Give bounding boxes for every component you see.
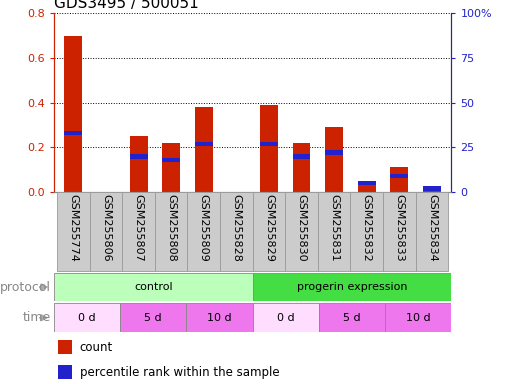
Bar bbox=[195, 107, 213, 192]
Bar bbox=[358, 183, 376, 192]
Text: count: count bbox=[80, 341, 113, 354]
Bar bbox=[325, 151, 343, 155]
Text: GSM255831: GSM255831 bbox=[329, 194, 339, 262]
Text: GSM255808: GSM255808 bbox=[166, 194, 176, 262]
Text: GSM255832: GSM255832 bbox=[362, 194, 372, 262]
Bar bbox=[358, 181, 376, 185]
Bar bbox=[416, 192, 448, 271]
Bar bbox=[319, 303, 385, 332]
Bar bbox=[162, 143, 180, 192]
Bar bbox=[65, 131, 83, 135]
Text: GDS3495 / 500051: GDS3495 / 500051 bbox=[54, 0, 199, 11]
Text: GSM255774: GSM255774 bbox=[68, 194, 78, 262]
Bar bbox=[187, 192, 220, 271]
Bar bbox=[90, 192, 122, 271]
Bar bbox=[65, 36, 83, 192]
Text: percentile rank within the sample: percentile rank within the sample bbox=[80, 366, 280, 379]
Bar bbox=[260, 142, 278, 146]
Text: 5 d: 5 d bbox=[343, 313, 361, 323]
Bar bbox=[350, 192, 383, 271]
Text: protocol: protocol bbox=[1, 281, 51, 293]
Text: GSM255830: GSM255830 bbox=[297, 194, 307, 262]
Bar bbox=[383, 192, 416, 271]
Text: 5 d: 5 d bbox=[145, 313, 162, 323]
Bar bbox=[292, 143, 310, 192]
Text: GSM255829: GSM255829 bbox=[264, 194, 274, 262]
Bar bbox=[186, 303, 252, 332]
Text: 10 d: 10 d bbox=[406, 313, 430, 323]
Bar bbox=[220, 192, 252, 271]
Bar bbox=[162, 157, 180, 162]
Bar bbox=[423, 187, 441, 192]
Bar bbox=[390, 167, 408, 192]
Bar bbox=[58, 340, 72, 354]
Text: GSM255828: GSM255828 bbox=[231, 194, 241, 262]
Bar bbox=[130, 136, 148, 192]
Bar bbox=[385, 303, 451, 332]
Text: progerin expression: progerin expression bbox=[297, 282, 407, 292]
Bar bbox=[195, 142, 213, 146]
Text: GSM255809: GSM255809 bbox=[199, 194, 209, 262]
Bar bbox=[54, 273, 252, 301]
Bar bbox=[58, 365, 72, 379]
Bar bbox=[57, 192, 90, 271]
Bar bbox=[252, 303, 319, 332]
Text: GSM255807: GSM255807 bbox=[133, 194, 144, 262]
Bar bbox=[260, 105, 278, 192]
Bar bbox=[122, 192, 155, 271]
Text: 0 d: 0 d bbox=[78, 313, 96, 323]
Text: time: time bbox=[23, 311, 51, 324]
Bar bbox=[325, 127, 343, 192]
Bar bbox=[54, 303, 120, 332]
Text: 0 d: 0 d bbox=[277, 313, 294, 323]
Bar bbox=[292, 154, 310, 159]
Text: 10 d: 10 d bbox=[207, 313, 232, 323]
Bar bbox=[155, 192, 187, 271]
Bar bbox=[130, 154, 148, 159]
Bar bbox=[252, 273, 451, 301]
Bar bbox=[252, 192, 285, 271]
Text: GSM255834: GSM255834 bbox=[427, 194, 437, 262]
Bar bbox=[120, 303, 186, 332]
Text: GSM255806: GSM255806 bbox=[101, 194, 111, 262]
Bar bbox=[390, 174, 408, 178]
Bar bbox=[423, 186, 441, 191]
Bar bbox=[318, 192, 350, 271]
Text: control: control bbox=[134, 282, 172, 292]
Bar bbox=[285, 192, 318, 271]
Text: GSM255833: GSM255833 bbox=[394, 194, 404, 262]
